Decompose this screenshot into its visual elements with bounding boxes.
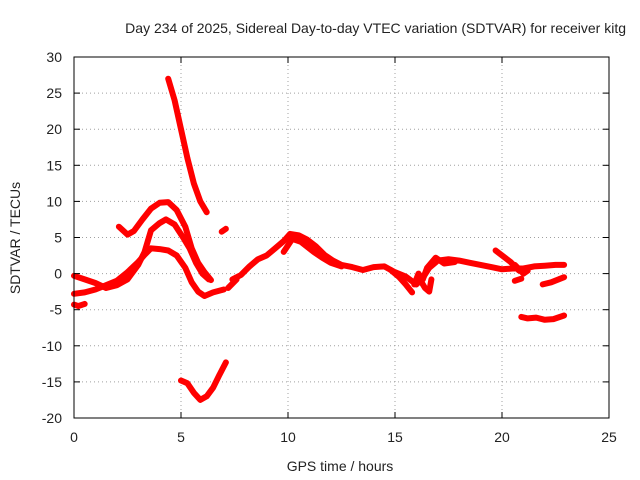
grid xyxy=(74,57,609,418)
series-line-s7 xyxy=(218,225,229,235)
series-line-s9 xyxy=(225,276,240,291)
y-tick-labels: -20 -15 -10 -5 0 5 10 15 20 25 30 xyxy=(42,49,62,426)
x-tick-label: 25 xyxy=(601,429,617,445)
y-tick-label: 20 xyxy=(46,121,62,137)
series-line-s12 xyxy=(411,254,458,288)
y-tick-label: 25 xyxy=(46,85,62,101)
y-tick-label: 15 xyxy=(46,157,62,173)
series-line-s15 xyxy=(511,261,531,277)
series-line-s13 xyxy=(417,276,435,295)
series-line-s18 xyxy=(539,274,568,288)
chart-title: Day 234 of 2025, Sidereal Day-to-day VTE… xyxy=(125,20,626,36)
series-line-s3 xyxy=(71,245,227,299)
series-line-s10 xyxy=(280,235,345,270)
series-line-s17 xyxy=(518,312,568,323)
axis-ticks xyxy=(73,56,610,419)
x-tick-label: 0 xyxy=(70,429,78,445)
y-tick-label: 0 xyxy=(54,266,62,282)
x-tick-label: 10 xyxy=(280,429,296,445)
series-line-s4 xyxy=(115,199,214,284)
series-line-s16 xyxy=(511,275,525,284)
y-tick-label: 5 xyxy=(54,230,62,246)
series-line-s5 xyxy=(71,300,88,310)
y-tick-label: -15 xyxy=(42,374,62,390)
x-tick-label: 5 xyxy=(177,429,185,445)
series-line-s6 xyxy=(178,359,229,403)
x-axis-label: GPS time / hours xyxy=(287,458,394,474)
x-tick-labels: 0 5 10 15 20 25 xyxy=(70,429,617,445)
y-tick-label: -10 xyxy=(42,338,62,354)
y-tick-label: -20 xyxy=(42,410,62,426)
y-tick-label: 30 xyxy=(46,49,62,65)
plot-lines xyxy=(71,75,568,403)
series-line-s11 xyxy=(387,267,416,296)
y-tick-label: 10 xyxy=(46,193,62,209)
x-tick-label: 15 xyxy=(387,429,403,445)
y-tick-label: -5 xyxy=(50,302,63,318)
x-tick-label: 20 xyxy=(494,429,510,445)
series-line-s1 xyxy=(165,75,210,216)
y-axis-label: SDTVAR / TECUs xyxy=(7,182,23,294)
